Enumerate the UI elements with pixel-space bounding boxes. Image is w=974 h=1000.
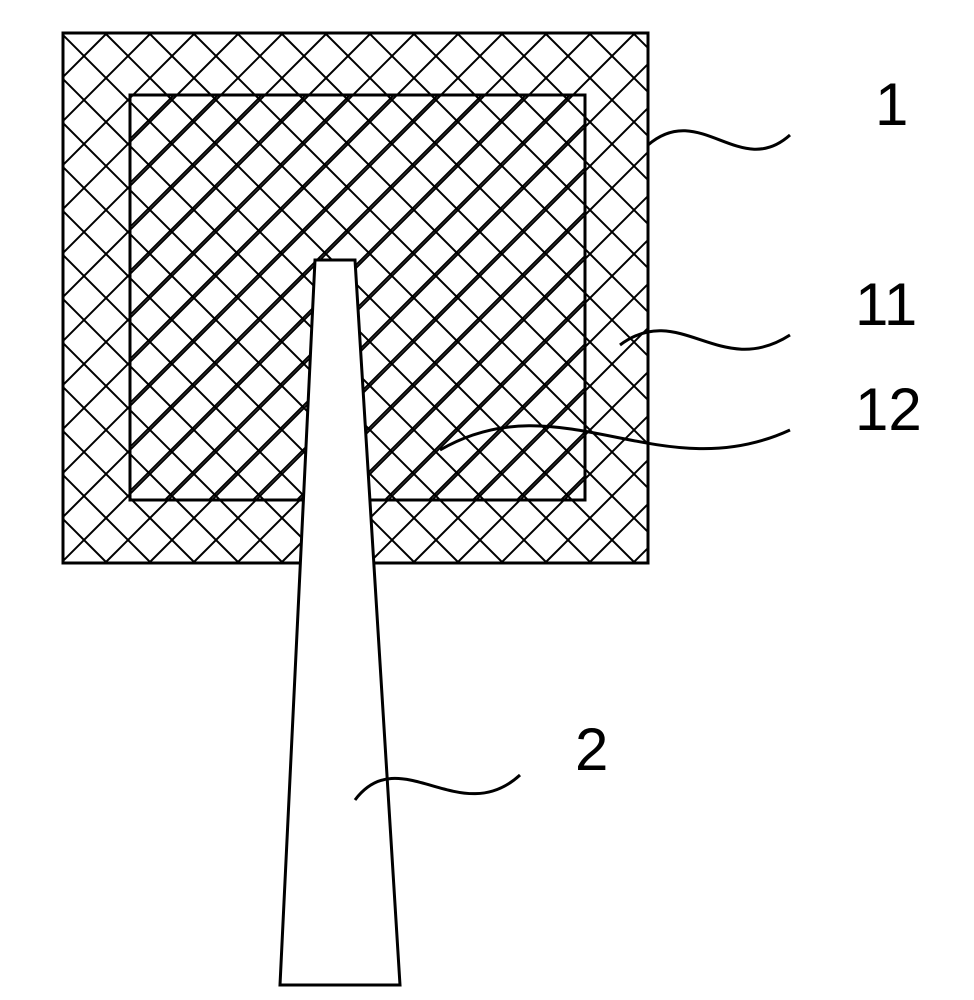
inner-fill-hatch bbox=[0, 95, 974, 500]
label-2: 2 bbox=[575, 716, 608, 783]
label-1: 1 bbox=[875, 71, 908, 138]
label-11: 11 bbox=[855, 271, 917, 338]
leader-1 bbox=[648, 131, 790, 150]
label-12: 12 bbox=[855, 376, 922, 443]
leader-11 bbox=[620, 331, 790, 350]
